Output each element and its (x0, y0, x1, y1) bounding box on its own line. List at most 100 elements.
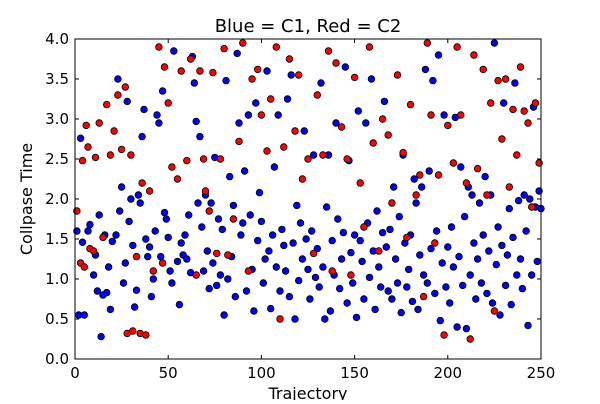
data-point-series1-84 (412, 191, 420, 199)
data-point-series0-186 (427, 244, 435, 253)
data-point-series1-2 (78, 156, 87, 165)
data-point-series0-43 (158, 87, 167, 95)
data-point-series0-145 (350, 231, 359, 239)
data-point-series1-112 (524, 119, 532, 127)
data-point-series0-153 (365, 273, 374, 282)
data-point-series0-182 (419, 271, 428, 279)
data-point-series0-91 (250, 307, 258, 315)
data-point-series1-75 (369, 139, 377, 147)
data-point-series0-52 (177, 239, 185, 247)
data-point-series0-212 (475, 199, 484, 207)
data-point-series0-51 (175, 300, 184, 309)
data-point-series0-181 (418, 183, 426, 191)
data-point-series0-210 (472, 295, 480, 303)
data-point-series0-167 (391, 255, 400, 263)
data-point-series1-31 (173, 175, 182, 183)
y-tick-label-5: 2.5 (45, 150, 69, 168)
y-tick-label-0: 0.0 (45, 350, 69, 368)
data-point-series0-64 (199, 267, 208, 275)
data-point-series0-122 (308, 227, 316, 235)
data-point-series1-74 (365, 43, 374, 51)
data-point-series1-43 (220, 44, 228, 53)
data-point-series1-54 (272, 43, 280, 51)
data-point-series0-93 (254, 236, 262, 245)
data-point-series0-192 (438, 259, 446, 267)
data-point-series1-70 (347, 271, 355, 279)
data-point-series0-39 (151, 227, 159, 235)
data-point-series0-98 (263, 67, 271, 75)
data-point-series1-26 (155, 43, 163, 51)
data-point-series1-87 (423, 39, 431, 47)
data-point-series0-154 (367, 75, 376, 83)
data-point-series0-127 (317, 79, 325, 87)
data-point-series1-107 (505, 183, 513, 191)
data-point-series0-194 (442, 283, 450, 291)
data-point-series0-118 (300, 127, 308, 135)
data-point-series0-30 (134, 191, 143, 199)
data-point-series0-197 (447, 223, 456, 231)
data-point-series0-149 (358, 257, 366, 266)
data-point-series0-189 (432, 227, 441, 235)
data-point-series0-198 (449, 263, 458, 271)
data-point-series0-125 (313, 244, 321, 253)
data-point-series0-67 (205, 284, 213, 293)
data-point-series0-178 (412, 199, 420, 207)
data-point-series0-113 (291, 315, 299, 323)
data-point-series0-144 (349, 279, 357, 287)
data-point-series0-9 (93, 287, 102, 295)
y-tick-label-2: 1.0 (45, 270, 69, 288)
data-point-series1-86 (419, 292, 428, 301)
y-tick-label-8: 4.0 (45, 30, 69, 48)
data-point-series1-58 (291, 127, 299, 135)
data-point-series1-5 (84, 143, 92, 151)
data-point-series0-221 (492, 260, 500, 269)
data-point-series0-233 (514, 196, 523, 205)
data-point-series0-29 (132, 286, 141, 294)
data-point-series1-49 (248, 75, 256, 83)
data-point-series0-196 (446, 299, 454, 307)
data-point-series0-69 (209, 259, 217, 267)
x-tick-label-2: 100 (247, 364, 276, 382)
data-point-series0-214 (479, 231, 487, 239)
data-point-series0-17 (108, 237, 116, 246)
data-point-series0-117 (298, 255, 307, 263)
y-tick-label-7: 3.5 (45, 70, 69, 88)
data-point-series0-89 (246, 211, 254, 219)
data-point-series0-229 (507, 300, 515, 309)
data-point-series1-44 (224, 251, 232, 259)
data-point-series0-168 (393, 279, 402, 287)
data-point-series1-63 (313, 91, 321, 99)
data-point-series1-55 (276, 315, 284, 323)
data-point-series0-66 (203, 247, 211, 255)
data-point-series0-100 (267, 304, 275, 313)
data-point-series0-137 (336, 284, 344, 293)
data-point-series0-151 (362, 119, 370, 127)
data-point-series1-8 (91, 153, 100, 162)
data-point-series1-64 (319, 151, 327, 159)
data-point-series0-193 (440, 111, 448, 119)
data-point-series0-15 (104, 263, 113, 271)
data-point-series1-108 (509, 105, 517, 114)
ticks-layer: 0 50 100 150 200 250 0.0 0.5 1.0 1.5 2.0 2.5 3.0 3.5 4… (45, 30, 555, 382)
data-point-series0-25 (125, 217, 133, 226)
data-point-series1-111 (520, 107, 528, 115)
data-point-series0-195 (444, 243, 452, 251)
data-point-series0-119 (302, 235, 310, 243)
data-point-series0-243 (533, 257, 541, 266)
data-point-series1-100 (479, 65, 487, 74)
data-point-series1-33 (183, 156, 191, 165)
data-point-series1-45 (229, 215, 238, 223)
data-point-series0-106 (278, 225, 286, 234)
data-point-series0-37 (147, 292, 156, 301)
data-point-series0-232 (513, 271, 521, 279)
data-point-series1-76 (375, 247, 383, 255)
data-point-series1-48 (244, 267, 253, 275)
data-point-series1-105 (498, 135, 506, 143)
data-point-series1-4 (82, 121, 90, 130)
data-point-series0-76 (222, 76, 230, 85)
data-point-series0-174 (405, 265, 413, 274)
data-point-series1-32 (177, 67, 185, 75)
data-point-series0-143 (347, 248, 355, 257)
